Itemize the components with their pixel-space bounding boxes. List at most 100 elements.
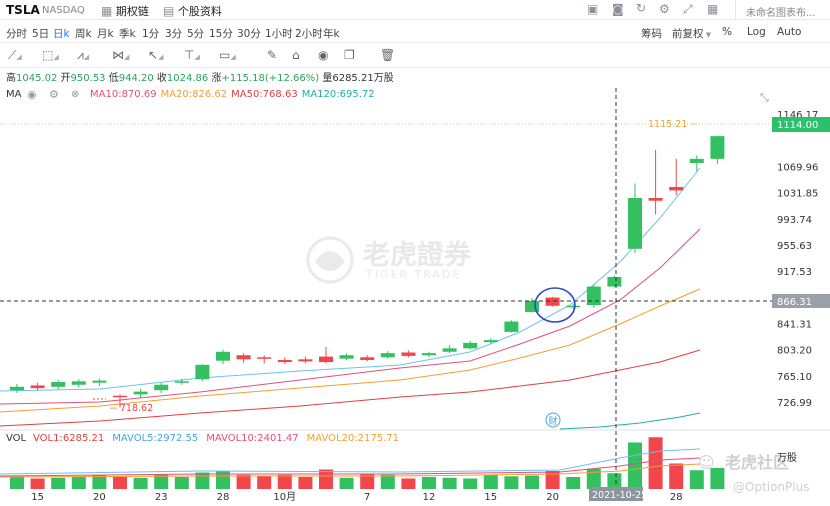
eye-icon[interactable]: ◉ — [318, 48, 329, 62]
candle-body — [360, 357, 375, 361]
period-button[interactable]: 分时 — [6, 28, 27, 40]
period-button[interactable]: 1分 — [142, 28, 160, 40]
period-button[interactable]: 5分 — [187, 28, 205, 40]
ohlc-info: 高1045.02 开950.53 低944.20 收1024.86 涨+115.… — [6, 71, 394, 84]
pencil-icon[interactable]: ✎ — [267, 48, 278, 62]
ma-legend-label: MA — [6, 89, 22, 100]
close-label: 收 — [157, 71, 167, 84]
period-button[interactable]: 日k — [53, 28, 70, 40]
y-axis-tick-label: 841.31 — [777, 319, 812, 330]
settings-icon[interactable]: ⚙ — [49, 88, 59, 101]
ma-legend-values: MA10:870.69 MA20:826.62 MA50:768.63 MA120:6… — [90, 89, 375, 100]
open-label: 开 — [61, 73, 71, 84]
volume-bar — [380, 474, 395, 489]
lock-icon[interactable]: ⌂ — [292, 48, 300, 62]
volume-bar — [504, 476, 519, 489]
volume-bar — [195, 472, 210, 489]
low-value: 944.20 — [119, 73, 154, 84]
high-label: 高 — [6, 71, 16, 84]
period-button[interactable]: 周k — [75, 28, 92, 40]
chart-icon[interactable]: ▣ — [587, 2, 599, 16]
candle-body — [113, 395, 127, 398]
community-text: 老虎社区 — [724, 453, 789, 472]
adjust-dropdown[interactable]: 前复权 ▼ — [672, 26, 711, 41]
ma-legend-item: MA10:870.69 — [90, 89, 157, 100]
volume-bar — [174, 477, 189, 489]
adjust-label: 前复权 — [672, 28, 704, 40]
expand-icon[interactable]: ⤢ — [683, 2, 693, 16]
eye-icon[interactable]: ◉ — [27, 88, 37, 101]
tab-option-chain[interactable]: ▦ 期权链 — [101, 3, 149, 19]
percent-toggle[interactable]: % — [722, 26, 732, 38]
volume-bar — [298, 477, 313, 489]
x-axis-tick-label: 10月 — [273, 491, 296, 503]
candle-body — [133, 391, 148, 395]
watermark-en: TIGER TRADE — [365, 268, 461, 281]
volume-bar — [586, 468, 601, 489]
arrow-tool-icon[interactable]: ↖◢ — [148, 48, 164, 62]
period-button[interactable]: 1小时 — [265, 28, 293, 40]
volume-bar — [566, 477, 581, 489]
measure-tool-icon[interactable]: ⋈◢ — [112, 48, 130, 62]
earnings-marker-icon[interactable] — [545, 412, 561, 428]
period-button[interactable]: 年k — [323, 28, 340, 40]
camera-icon[interactable]: ◙ — [612, 2, 624, 16]
period-button[interactable]: 3分 — [165, 28, 183, 40]
volume-bar — [669, 463, 684, 489]
candle-body — [483, 340, 498, 343]
candle-body — [525, 300, 539, 312]
candlestick-chart[interactable]: 1146.171069.961031.85993.74955.63917.538… — [0, 68, 830, 506]
volume-bar — [710, 468, 725, 489]
settings-icon[interactable]: ⚙ — [659, 2, 670, 16]
trash-icon[interactable]: 🗑 — [380, 48, 396, 62]
stock-profile-icon: ▤ — [163, 4, 175, 18]
refresh-icon[interactable]: ↻ — [636, 1, 647, 15]
candle-body — [401, 352, 416, 356]
y-axis-tick-label: 803.20 — [777, 346, 812, 357]
close-icon[interactable]: ⊗ — [71, 89, 79, 100]
fib-tool-icon[interactable]: ⊤◢ — [184, 48, 200, 62]
volume-bar — [401, 478, 416, 489]
collapse-icon[interactable]: ⤡ — [760, 91, 769, 104]
volume-label: 量 — [322, 72, 332, 84]
log-toggle[interactable]: Log — [747, 26, 766, 38]
period-button[interactable]: 季k — [119, 28, 136, 40]
candle-body — [154, 384, 169, 391]
candle-body — [71, 381, 86, 385]
layers-icon[interactable]: ❐ — [344, 48, 355, 62]
volume-bar — [525, 475, 539, 489]
chart-overlay: 866.31 2021-10-25 1114.00 1115.21 -- -- 718.… — [0, 88, 830, 501]
layout-selector[interactable]: 未命名图表布... — [746, 8, 816, 19]
chips-button[interactable]: 筹码 — [641, 28, 662, 40]
x-axis-tick-label: 7 — [364, 492, 370, 503]
candle-body — [586, 286, 601, 306]
volume-bar — [319, 469, 333, 489]
candle-body — [442, 348, 457, 352]
grid-icon[interactable]: ▦ — [707, 2, 719, 16]
tab-stock-profile[interactable]: ▤ 个股资料 — [163, 3, 222, 19]
rect-tool-icon[interactable]: ⬚◢ — [42, 48, 59, 62]
earnings-marker: 财 — [548, 415, 557, 427]
close-value: 1024.86 — [167, 73, 208, 84]
low-label: 低 — [109, 71, 119, 84]
period-button[interactable]: 5日 — [32, 28, 50, 40]
x-axis-tick-label: 20 — [546, 492, 559, 503]
volume-bar — [133, 477, 148, 489]
candle-body — [566, 305, 581, 308]
period-bar: 分时 5日 日k 周k 月k 季k 1分 3分 5分 15分 30分 1小时 2小时 年k 筹码 前复权 … — [0, 21, 830, 43]
period-button[interactable]: 2小时 — [295, 28, 323, 40]
candle-body — [710, 136, 725, 159]
change-value: +115.18(+12.66%) — [221, 73, 319, 84]
pattern-tool-icon[interactable]: ⩘◢ — [77, 48, 90, 62]
line-tool-icon[interactable]: ⟋◢ — [8, 48, 22, 62]
period-button[interactable]: 30分 — [237, 28, 261, 40]
text-tool-icon[interactable]: ▭◢ — [219, 48, 236, 62]
auto-toggle[interactable]: Auto — [777, 26, 802, 38]
candle-body — [92, 380, 107, 383]
grid-layer: 1146.17 1069.96 1031.85 993.74 955.63 917.53 8… — [0, 110, 830, 503]
period-button[interactable]: 月k — [97, 28, 114, 40]
ma20-line — [0, 288, 701, 413]
candle-body — [257, 357, 272, 359]
period-button[interactable]: 15分 — [209, 28, 233, 40]
mavol20-line — [0, 463, 701, 478]
